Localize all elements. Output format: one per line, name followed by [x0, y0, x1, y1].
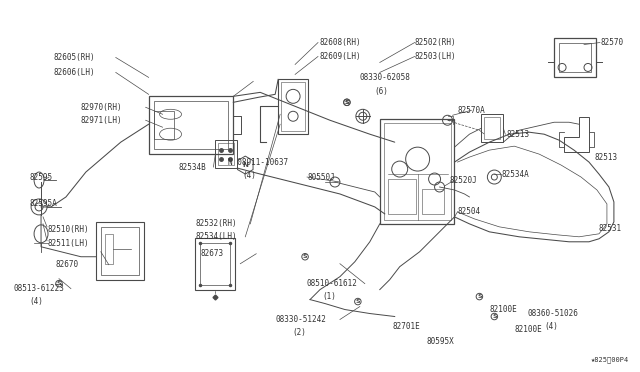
Text: 82673: 82673 — [200, 249, 223, 258]
Bar — [384, 123, 451, 220]
Bar — [281, 82, 305, 131]
Text: 82504: 82504 — [458, 208, 481, 217]
Bar — [96, 222, 143, 280]
Text: 82100E: 82100E — [515, 325, 542, 334]
Text: S: S — [57, 281, 61, 286]
Text: 82531: 82531 — [599, 224, 622, 233]
Bar — [200, 243, 230, 285]
Text: 82670: 82670 — [56, 260, 79, 269]
Text: 08510-61612: 08510-61612 — [306, 279, 357, 288]
Text: 82513: 82513 — [506, 130, 529, 139]
Text: 82595A: 82595A — [29, 199, 57, 208]
Text: 82100E: 82100E — [490, 305, 517, 314]
Text: 82970(RH): 82970(RH) — [81, 103, 122, 112]
Text: (4): (4) — [243, 170, 256, 180]
Bar — [148, 96, 234, 154]
Bar — [154, 101, 228, 149]
Bar — [105, 234, 113, 264]
Bar — [559, 42, 591, 73]
Text: 82606(LH): 82606(LH) — [53, 68, 95, 77]
Text: 82971(LH): 82971(LH) — [81, 116, 122, 125]
Bar — [422, 189, 444, 214]
Text: ★825⁂00P4: ★825⁂00P4 — [591, 357, 629, 363]
Bar — [154, 111, 173, 139]
Text: 82701E: 82701E — [393, 322, 420, 331]
Text: 80595X: 80595X — [427, 337, 454, 346]
Text: S: S — [303, 254, 307, 259]
Text: 82570: 82570 — [601, 38, 624, 47]
Text: 82513: 82513 — [595, 153, 618, 161]
Text: 82510(RH): 82510(RH) — [47, 225, 89, 234]
Text: S: S — [356, 299, 360, 304]
Text: 82502(RH): 82502(RH) — [415, 38, 456, 47]
Text: 82534B: 82534B — [179, 163, 206, 171]
Bar — [278, 79, 308, 134]
Text: 82511(LH): 82511(LH) — [47, 239, 89, 248]
Bar — [216, 140, 237, 168]
Text: S: S — [492, 314, 497, 319]
Bar — [554, 38, 596, 77]
Text: S: S — [344, 100, 349, 105]
Bar — [218, 143, 234, 165]
Text: 08330-51242: 08330-51242 — [275, 315, 326, 324]
Text: (1): (1) — [322, 292, 336, 301]
Text: 82595: 82595 — [29, 173, 52, 182]
Text: 80550J: 80550J — [307, 173, 335, 182]
Text: (4): (4) — [29, 297, 43, 306]
Bar — [481, 114, 503, 142]
Text: 82570A: 82570A — [458, 106, 485, 115]
Text: (2): (2) — [292, 328, 306, 337]
Bar — [388, 179, 415, 214]
Text: (4): (4) — [544, 322, 558, 331]
Text: 08513-61223: 08513-61223 — [13, 284, 64, 293]
Text: 82503(LH): 82503(LH) — [415, 52, 456, 61]
Bar — [195, 238, 236, 290]
Text: 82609(LH): 82609(LH) — [320, 52, 362, 61]
Text: S: S — [344, 100, 349, 105]
Text: N 08911-10637: N 08911-10637 — [228, 158, 289, 167]
Text: 82534A: 82534A — [501, 170, 529, 179]
Text: 82605(RH): 82605(RH) — [53, 53, 95, 62]
Text: 82520J: 82520J — [449, 176, 477, 185]
Text: N: N — [243, 162, 248, 168]
Text: S: S — [477, 294, 482, 299]
Text: 82534(LH): 82534(LH) — [195, 232, 237, 241]
Text: 82532(RH): 82532(RH) — [195, 219, 237, 228]
Bar — [380, 119, 454, 224]
Text: 82608(RH): 82608(RH) — [320, 38, 362, 47]
Text: 08360-51026: 08360-51026 — [527, 309, 578, 318]
Text: (6): (6) — [375, 87, 388, 96]
Bar — [484, 117, 500, 139]
Bar — [101, 227, 139, 275]
Text: 08330-62058: 08330-62058 — [360, 73, 411, 82]
